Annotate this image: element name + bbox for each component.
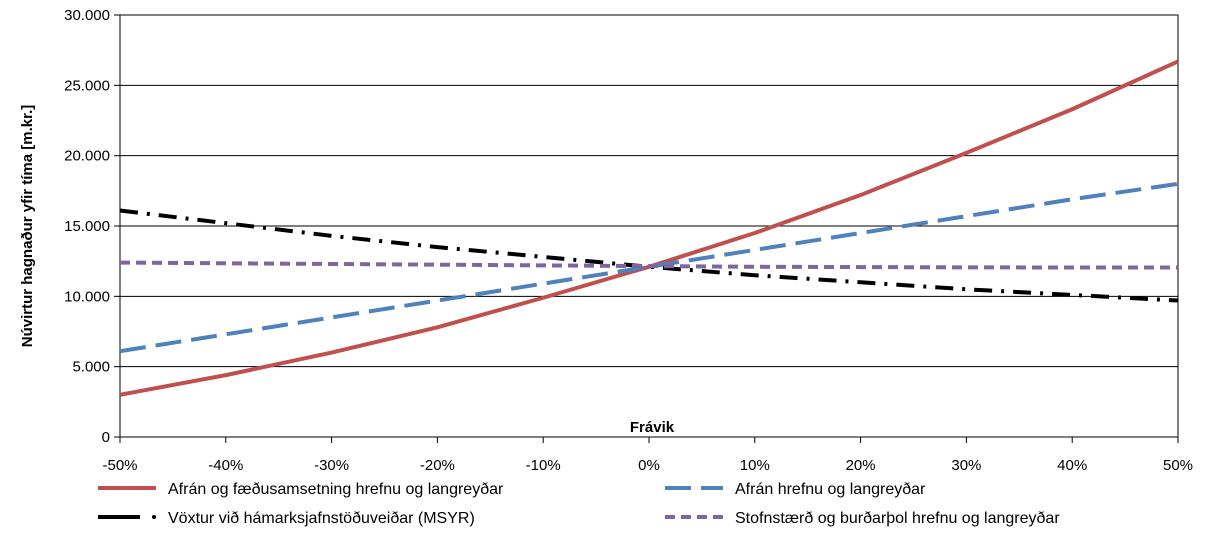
x-tick-label-3: -20% xyxy=(420,457,455,474)
y-tick-label-4: 20.000 xyxy=(64,148,110,165)
y-tick-label-3: 15.000 xyxy=(64,218,110,235)
legend-label-0: Afrán og fæðusamsetning hrefnu og langre… xyxy=(168,481,504,498)
y-tick-label-1: 5.000 xyxy=(72,359,110,376)
legend-label-2: Vöxtur við hámarksjafnstöðuveiðar (MSYR) xyxy=(168,510,475,527)
x-tick-label-7: 20% xyxy=(846,457,876,474)
x-axis-title: Frávik xyxy=(630,419,675,436)
y-tick-label-0: 0 xyxy=(102,429,110,446)
x-tick-label-8: 30% xyxy=(951,457,981,474)
series-line-3 xyxy=(119,260,1178,270)
legend-label-3: Stofnstærð og burðarþol hrefnu og langre… xyxy=(735,510,1060,527)
x-tick-label-9: 40% xyxy=(1057,457,1087,474)
y-tick-label-2: 10.000 xyxy=(64,288,110,305)
legend-item-1: Afrán hrefnu og langreyðar xyxy=(665,481,926,498)
legend-swatch-dot-2 xyxy=(152,515,156,519)
gridlines xyxy=(120,14,1178,368)
axes: 0 5.000 10.000 15.000 20.000 25.000 30.000 -50%… xyxy=(19,7,1193,474)
y-tick-label-5: 25.000 xyxy=(64,77,110,94)
x-tick-label-5: 0% xyxy=(638,457,660,474)
x-tick-label-2: -30% xyxy=(314,457,349,474)
legend-item-0: Afrán og fæðusamsetning hrefnu og langre… xyxy=(98,481,504,498)
y-tick-label-6: 30.000 xyxy=(64,7,110,24)
x-tick-label-6: 10% xyxy=(740,457,770,474)
legend-label-1: Afrán hrefnu og langreyðar xyxy=(735,481,926,498)
legend-item-2: Vöxtur við hámarksjafnstöðuveiðar (MSYR) xyxy=(98,510,475,527)
series-line-2 xyxy=(119,208,1179,303)
x-tick-label-10: 50% xyxy=(1163,457,1193,474)
legend: Afrán og fæðusamsetning hrefnu og langre… xyxy=(98,481,1060,527)
x-tick-label-1: -40% xyxy=(208,457,243,474)
series-lines xyxy=(119,59,1179,397)
y-axis-title: Núvirtur hagnaður yfir tíma [m.kr.] xyxy=(19,105,36,348)
legend-item-3: Stofnstærð og burðarþol hrefnu og langre… xyxy=(665,510,1060,527)
x-tick-label-4: -10% xyxy=(526,457,561,474)
x-tick-label-0: -50% xyxy=(102,457,137,474)
